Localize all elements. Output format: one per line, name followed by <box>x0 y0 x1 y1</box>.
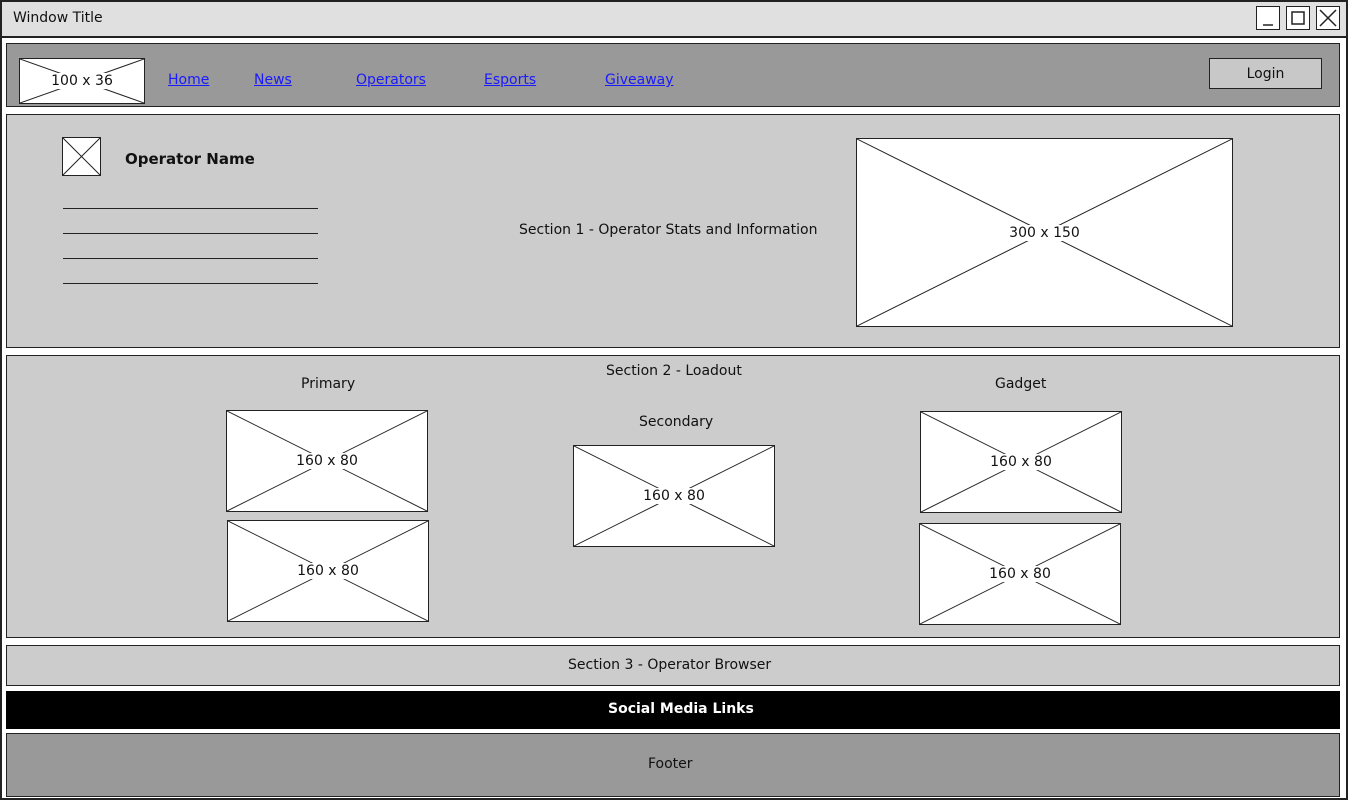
section-operator-browser[interactable]: Section 3 - Operator Browser <box>6 645 1340 686</box>
nav-link-operators[interactable]: Operators <box>356 72 426 88</box>
nav-link-home[interactable]: Home <box>168 72 210 88</box>
minimize-button[interactable] <box>1256 6 1280 30</box>
stat-line <box>63 208 318 209</box>
image-placeholder-icon <box>63 138 100 175</box>
login-button[interactable]: Login <box>1209 58 1322 89</box>
image-placeholder-icon <box>20 59 144 103</box>
section2-caption: Section 2 - Loadout <box>606 363 742 379</box>
operator-icon <box>62 137 101 176</box>
nav-link-news[interactable]: News <box>254 72 292 88</box>
image-placeholder-icon <box>920 524 1120 624</box>
window-title: Window Title <box>13 10 103 26</box>
gadget-image[interactable]: 160 x 80 <box>920 411 1122 513</box>
gadget-heading: Gadget <box>995 376 1047 392</box>
social-caption: Social Media Links <box>608 701 754 717</box>
primary-weapon-image[interactable]: 160 x 80 <box>226 410 428 512</box>
section-loadout: Section 2 - Loadout Primary 160 x 80 160… <box>6 355 1340 638</box>
nav-link-esports[interactable]: Esports <box>484 72 537 88</box>
nav-bar: 100 x 36 Home News Operators Esports Giv… <box>6 43 1340 107</box>
gadget-image[interactable]: 160 x 80 <box>919 523 1121 625</box>
nav-link-giveaway[interactable]: Giveaway <box>605 72 674 88</box>
maximize-icon <box>1291 11 1305 25</box>
stat-line <box>63 258 318 259</box>
section1-caption: Section 1 - Operator Stats and Informati… <box>519 222 818 238</box>
section-operator-stats: Operator Name Section 1 - Operator Stats… <box>6 114 1340 348</box>
stat-line <box>63 283 318 284</box>
operator-name: Operator Name <box>125 150 255 168</box>
logo-placeholder[interactable]: 100 x 36 <box>19 58 145 104</box>
stat-line <box>63 233 318 234</box>
minimize-icon <box>1263 24 1273 26</box>
close-button[interactable] <box>1316 6 1340 30</box>
primary-weapon-image[interactable]: 160 x 80 <box>227 520 429 622</box>
secondary-heading: Secondary <box>639 414 714 430</box>
title-bar: Window Title <box>2 2 1346 38</box>
maximize-button[interactable] <box>1286 6 1310 30</box>
image-placeholder-icon <box>921 412 1121 512</box>
image-placeholder-icon <box>228 521 428 621</box>
operator-image: 300 x 150 <box>856 138 1233 327</box>
close-icon <box>1319 9 1337 27</box>
primary-heading: Primary <box>301 376 356 392</box>
image-placeholder-icon <box>857 139 1232 326</box>
image-placeholder-icon <box>227 411 427 511</box>
secondary-weapon-image[interactable]: 160 x 80 <box>573 445 775 547</box>
image-placeholder-icon <box>574 446 774 546</box>
social-media-bar[interactable]: Social Media Links <box>6 691 1340 729</box>
section3-caption: Section 3 - Operator Browser <box>568 657 772 673</box>
footer-caption: Footer <box>648 756 693 772</box>
footer: Footer <box>6 733 1340 797</box>
